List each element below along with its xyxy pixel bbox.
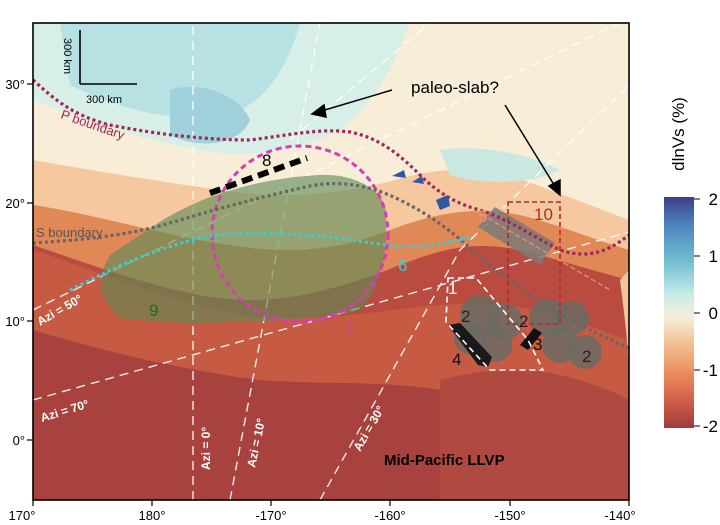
scale-bar xyxy=(79,30,137,85)
scale-bar-horizontal-label: 300 km xyxy=(86,94,122,106)
region-1-outline xyxy=(445,277,545,371)
paleo-slab-arrows xyxy=(310,89,561,197)
region-number-1: 1 xyxy=(448,279,457,298)
paleo-slab-label: paleo-slab? xyxy=(411,78,499,97)
region-4-shape xyxy=(448,323,492,367)
y-tick-label: 30° xyxy=(5,77,25,92)
colorbar-tick-label: 2 xyxy=(709,190,718,209)
s-boundary-label: S boundary xyxy=(36,225,103,240)
region-8-segment xyxy=(208,155,309,196)
region-number-6: 6 xyxy=(398,256,407,275)
y-tick-label: 10° xyxy=(5,314,25,329)
x-tick-label: 170° xyxy=(9,508,36,523)
y-axis-ticks xyxy=(27,83,33,441)
colorbar xyxy=(664,197,700,428)
colorbar-tick-label: 1 xyxy=(709,247,718,266)
region-10-box xyxy=(507,201,561,325)
p-boundary-line xyxy=(33,78,629,256)
blue-flow-marks xyxy=(392,170,450,210)
scale-bar-vertical-label: 300 km xyxy=(61,38,73,74)
colorbar-tick-label: 0 xyxy=(709,304,718,323)
region-number-7: 7 xyxy=(344,319,353,338)
region-number-9: 9 xyxy=(149,301,158,320)
x-tick-label: -150° xyxy=(494,508,525,523)
azimuth-label-0: Azi = 0° xyxy=(199,427,213,470)
llvp-label: Mid-Pacific LLVP xyxy=(384,452,505,469)
region-number-3: 3 xyxy=(533,335,542,354)
colorbar-tick-label: -1 xyxy=(703,361,718,380)
x-tick-label: -170° xyxy=(255,508,286,523)
s-boundary-line xyxy=(33,181,629,350)
y-tick-label: 20° xyxy=(5,196,25,211)
region-number-10: 10 xyxy=(534,205,553,224)
colorbar-title: dlnVs (%) xyxy=(669,97,688,171)
region-number-8: 8 xyxy=(262,151,271,170)
region-7-circle xyxy=(210,144,390,324)
region-number-2b: 2 xyxy=(519,312,528,331)
x-axis-ticks xyxy=(32,500,630,506)
region-number-4: 4 xyxy=(452,350,461,369)
x-tick-label: 180° xyxy=(139,508,166,523)
region-number-2: 2 xyxy=(461,307,470,326)
region-number-2c: 2 xyxy=(582,347,591,366)
region-number-5: 5 xyxy=(478,207,487,226)
region-3-arrow xyxy=(520,328,542,350)
cyan-profile-line xyxy=(69,231,471,292)
colorbar-tick-label: -2 xyxy=(703,417,718,436)
map-frame xyxy=(32,22,630,501)
x-tick-label: -140° xyxy=(604,508,635,523)
region-5-shape xyxy=(478,207,555,265)
region-9-shape xyxy=(101,174,387,323)
y-tick-label: 0° xyxy=(13,433,25,448)
x-tick-label: -160° xyxy=(374,508,405,523)
